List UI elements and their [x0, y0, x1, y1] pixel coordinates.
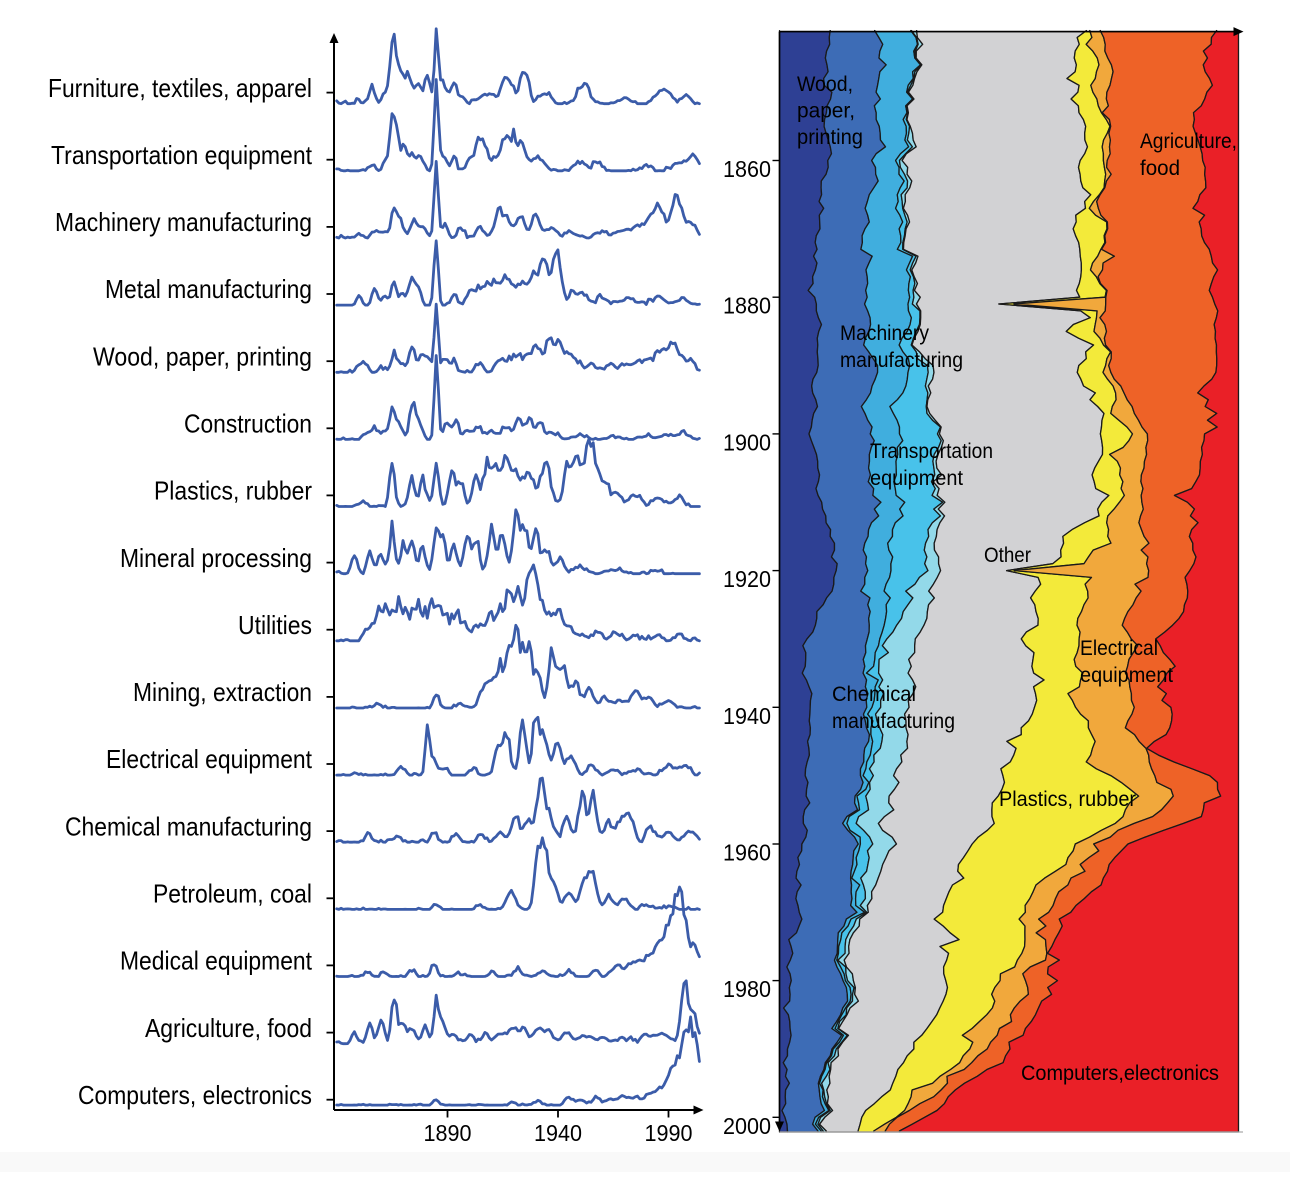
svg-text:Agriculture, food: Agriculture, food	[145, 1013, 312, 1043]
svg-text:Chemical: Chemical	[832, 683, 916, 706]
svg-text:Agriculture,: Agriculture,	[1140, 130, 1237, 153]
svg-text:Other: Other	[984, 544, 1031, 567]
svg-text:1860: 1860	[723, 156, 771, 182]
svg-text:1940: 1940	[723, 703, 771, 729]
svg-text:1890: 1890	[424, 1120, 472, 1146]
svg-text:printing: printing	[797, 126, 863, 149]
svg-text:Furniture, textiles, apparel: Furniture, textiles, apparel	[48, 73, 312, 103]
svg-text:Computers,electronics: Computers,electronics	[1021, 1062, 1219, 1085]
svg-text:Machinery: Machinery	[840, 322, 929, 345]
svg-text:Electrical equipment: Electrical equipment	[106, 744, 313, 774]
svg-text:1990: 1990	[645, 1120, 693, 1146]
svg-text:manufacturing: manufacturing	[840, 349, 963, 372]
svg-text:Wood,: Wood,	[797, 73, 853, 96]
svg-text:Wood, paper, printing: Wood, paper, printing	[93, 341, 312, 371]
svg-text:Transportation equipment: Transportation equipment	[51, 140, 313, 170]
svg-text:1880: 1880	[723, 293, 771, 319]
svg-text:Machinery manufacturing: Machinery manufacturing	[55, 207, 312, 237]
svg-text:equipment: equipment	[870, 467, 963, 490]
svg-text:Utilities: Utilities	[238, 610, 312, 640]
svg-text:1920: 1920	[723, 566, 771, 592]
svg-text:food: food	[1140, 157, 1180, 180]
svg-text:1940: 1940	[534, 1120, 582, 1146]
svg-text:Transportation: Transportation	[870, 440, 993, 463]
svg-text:1960: 1960	[723, 840, 771, 866]
svg-text:Medical equipment: Medical equipment	[120, 946, 313, 976]
svg-text:Computers, electronics: Computers, electronics	[78, 1080, 312, 1110]
svg-text:Mineral processing: Mineral processing	[120, 543, 312, 573]
svg-text:Petroleum, coal: Petroleum, coal	[153, 879, 312, 909]
svg-text:2000: 2000	[723, 1113, 771, 1139]
svg-text:paper,: paper,	[797, 100, 855, 123]
svg-text:manufacturing: manufacturing	[832, 710, 955, 733]
svg-text:Plastics, rubber: Plastics, rubber	[999, 788, 1136, 811]
svg-text:Electrical: Electrical	[1080, 637, 1158, 660]
svg-text:equipment: equipment	[1080, 664, 1173, 687]
svg-text:1900: 1900	[723, 429, 771, 455]
svg-text:Metal manufacturing: Metal manufacturing	[105, 274, 312, 304]
svg-text:1980: 1980	[723, 976, 771, 1002]
svg-text:Chemical manufacturing: Chemical manufacturing	[65, 811, 312, 841]
svg-text:Construction: Construction	[184, 409, 312, 439]
svg-text:Plastics, rubber: Plastics, rubber	[154, 476, 312, 506]
svg-text:Mining, extraction: Mining, extraction	[133, 677, 312, 707]
